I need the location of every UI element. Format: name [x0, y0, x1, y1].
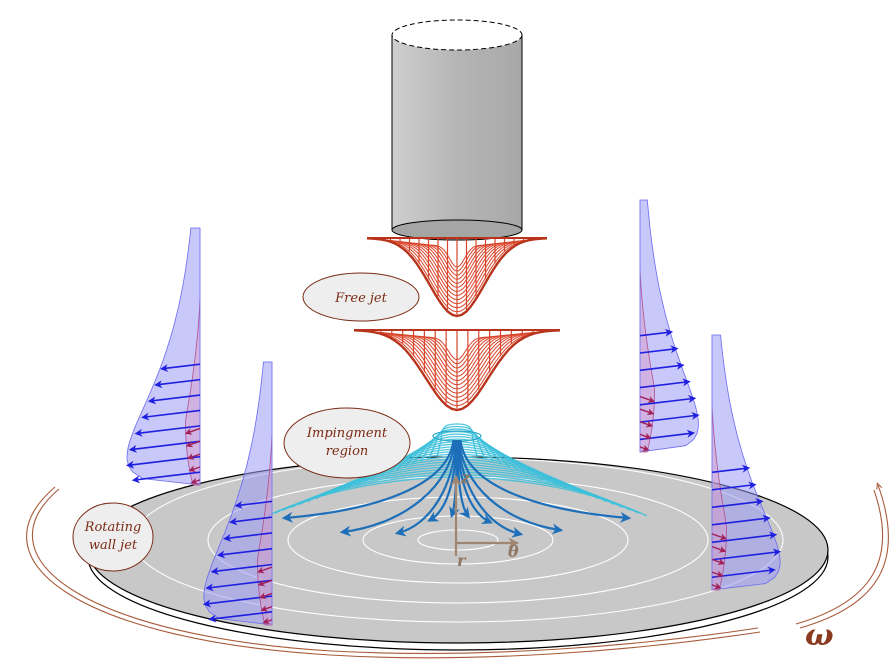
- wall-jet-profile-left-front: [202, 361, 273, 626]
- radial-streamlines: [281, 439, 632, 538]
- wall-jet-swirl-arrow: [639, 432, 652, 440]
- wall-jet-callout: Rotating wall jet: [72, 502, 154, 572]
- wall-jet-velocity-arrow: [147, 394, 201, 405]
- rotation-omega-label: ω: [805, 618, 834, 653]
- wall-jet-swirl-arrow: [262, 617, 273, 625]
- streamline-arrow: [457, 439, 524, 538]
- wall-jet-swirl-arrow: [185, 440, 201, 448]
- wall-jet-swirl-arrow: [186, 453, 201, 460]
- wall-jet-velocity-arrow: [639, 328, 674, 337]
- rotating-disk: [87, 456, 829, 651]
- wall-jet-velocity-arrow: [711, 481, 757, 491]
- wall-jet-swirl-arrow: [639, 395, 656, 403]
- wall-jet-velocity-arrow: [229, 516, 273, 526]
- wall-jet-velocity-arrow: [639, 345, 679, 354]
- wall-jet-velocity-envelope: [711, 334, 781, 591]
- nozzle: [391, 19, 523, 241]
- wall-jet-velocity-arrow: [711, 514, 771, 526]
- wall-jet-swirl-arrow: [639, 444, 650, 452]
- free-jet-outline: [353, 329, 561, 412]
- wall-jet-velocity-arrow: [208, 611, 273, 623]
- wall-jet-velocity-arrow: [639, 361, 685, 372]
- wall-jet-velocity-arrow: [216, 547, 273, 559]
- wall-jet-velocity-arrow: [234, 500, 273, 509]
- wall-jet-velocity-arrow: [210, 563, 273, 575]
- wall-jet-swirl-arrow: [711, 545, 727, 553]
- wall-jet-swirl-arrow: [188, 465, 201, 473]
- wall-jet-velocity-arrow: [223, 532, 273, 542]
- free-jet-profile-lower: [353, 329, 561, 412]
- wall-jet-swirl-arrow: [639, 408, 655, 416]
- wall-jet-velocity-envelope: [203, 361, 273, 626]
- wall-jet-velocity-arrow: [154, 378, 201, 389]
- wall-jet-profile-right-front: [711, 334, 782, 591]
- wall-jet-swirl-arrow: [190, 477, 201, 485]
- impingement-callout: Impingment region: [283, 407, 411, 479]
- streamline-arrow: [339, 439, 456, 537]
- free-jet-callout: Free jet: [302, 272, 420, 322]
- streamline-arrow: [281, 439, 455, 523]
- wall-jet-label-line1: Rotating: [84, 520, 142, 535]
- impingement-label-line2: region: [326, 444, 369, 459]
- wall-jet-label-line2: wall jet: [89, 538, 138, 553]
- free-jet-label: Free jet: [334, 291, 387, 306]
- wall-jet-swirl-arrow: [711, 558, 726, 565]
- wall-jet-velocity-arrow: [639, 378, 691, 389]
- wall-jet-velocity-arrow: [711, 498, 764, 509]
- wall-jet-velocity-arrow: [159, 363, 201, 373]
- impingement-label-line1: Impingment: [306, 426, 388, 441]
- rotation-arrow: [26, 485, 889, 659]
- wall-jet-swirl-arrow: [711, 533, 728, 541]
- wall-jet-velocity-arrow: [131, 471, 201, 484]
- wall-jet-profile-left-back: [125, 227, 201, 486]
- wall-jet-swirl-arrow: [256, 566, 273, 574]
- streamline-arrow: [457, 439, 564, 535]
- coordinate-axes: [450, 474, 520, 556]
- r-axis-label: r: [457, 551, 467, 570]
- wall-jet-swirl-arrow: [258, 592, 273, 600]
- wall-jet-velocity-arrow: [639, 395, 697, 406]
- wall-jet-velocity-arrow: [711, 531, 778, 544]
- z-axis-label: z: [460, 468, 471, 487]
- wall-jet-swirl-arrow: [257, 579, 273, 587]
- wall-jet-velocity-arrow: [134, 425, 201, 437]
- free-jet-outline: [366, 237, 548, 318]
- wall-jet-swirl-arrow: [711, 582, 722, 590]
- free-jet-profile-upper: [366, 237, 548, 318]
- streamline-arrow: [459, 439, 632, 523]
- wall-jet-velocity-envelope: [126, 227, 201, 486]
- streamline-arrow: [394, 439, 457, 537]
- wall-jet-velocity-arrow: [141, 409, 201, 421]
- wall-jet-swirl-arrow: [184, 427, 201, 435]
- wall-jet-swirl-arrow: [639, 420, 654, 428]
- wall-jet-velocity-arrow: [711, 464, 751, 474]
- theta-axis-label: θ: [508, 542, 519, 561]
- wall-jet-swirl-arrow: [711, 570, 724, 578]
- wall-jet-swirl-arrow: [260, 605, 273, 612]
- wall-jet-profile-right-back: [639, 199, 700, 453]
